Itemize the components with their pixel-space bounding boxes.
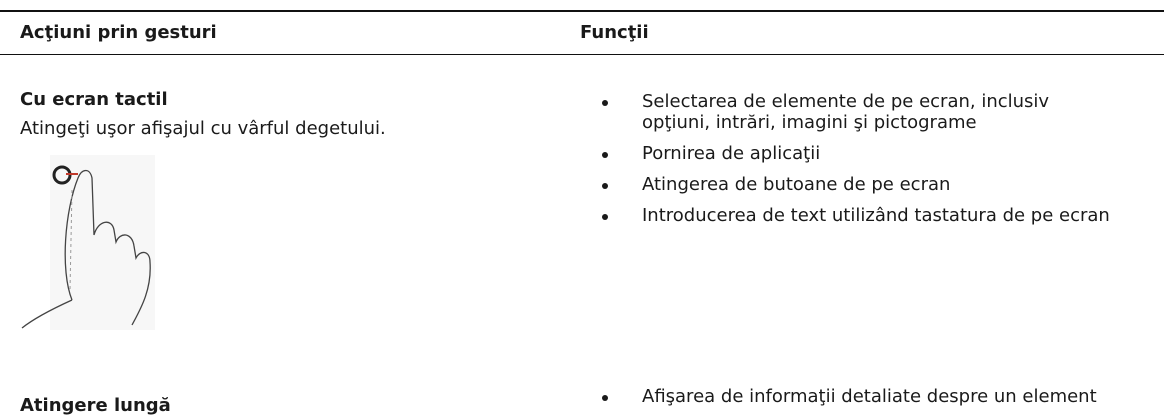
function-list: Selectarea de elemente de pe ecran, incl… xyxy=(580,91,1122,236)
function-item: Introducerea de text utilizând tastatura… xyxy=(580,205,1122,226)
wrist-line xyxy=(21,299,73,329)
function-item: Atingerea de butoane de pe ecran xyxy=(580,174,1122,195)
hand-illustration xyxy=(21,155,155,330)
guide-line xyxy=(69,189,73,291)
header-cell: Funcţii xyxy=(580,22,649,43)
function-item: Selectarea de elemente de pe ecran, incl… xyxy=(580,91,1122,133)
hand-outline xyxy=(64,169,151,326)
row-description: Atingeţi uşor afişajul cu vârful degetul… xyxy=(20,118,386,139)
header-rule xyxy=(0,54,1164,55)
function-item: Afişarea de informaţii detaliate despre … xyxy=(580,386,1164,407)
function-list: Afişarea de informaţii detaliate despre … xyxy=(580,386,1164,417)
row-title: Cu ecran tactil xyxy=(20,89,168,110)
table-top-rule xyxy=(0,10,1164,12)
header-cell: Acţiuni prin gesturi xyxy=(20,22,217,43)
illustration-bg xyxy=(50,155,155,330)
row-title: Atingere lungă xyxy=(20,395,171,416)
function-item: Pornirea de aplicaţii xyxy=(580,143,1122,164)
